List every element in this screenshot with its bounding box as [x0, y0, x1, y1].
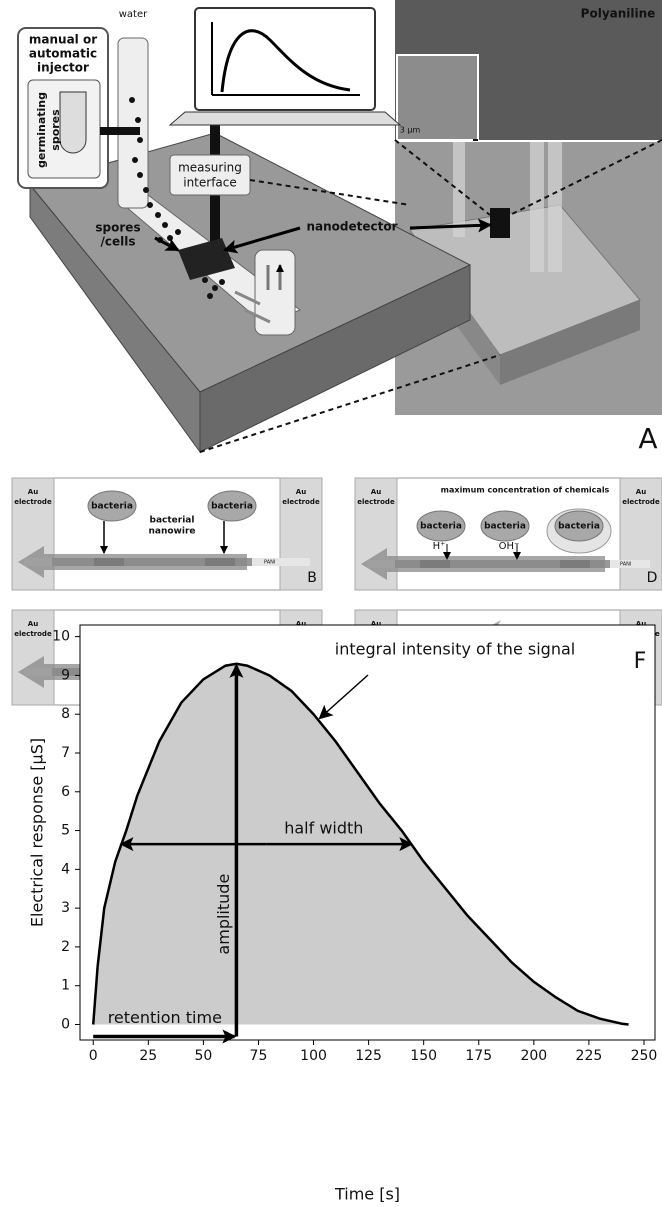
photo-detector — [490, 208, 510, 238]
annotation: retention time — [108, 1008, 222, 1027]
photo-tube — [530, 142, 544, 272]
annotation: amplitude — [214, 874, 233, 955]
y-axis-label: Electrical response [µS] — [28, 738, 47, 927]
y-tick-label: 8 — [61, 706, 70, 722]
photo-tube — [453, 142, 465, 237]
water-label: water — [119, 9, 148, 20]
nanowire-label: bacterial — [150, 516, 195, 526]
x-tick-label: 0 — [89, 1048, 98, 1064]
ion-label: OH⁻ — [499, 541, 520, 552]
y-tick-label: 4 — [61, 861, 70, 877]
y-tick-label: 3 — [61, 900, 70, 916]
injector-label: injector — [37, 61, 89, 75]
electrode-label: electrode — [622, 498, 660, 506]
inlet-tube — [118, 38, 148, 208]
electrode-label: Au — [636, 488, 646, 496]
electrode-label: Au — [28, 488, 38, 496]
panel-panel_b: Au electrode Au electrode B PANI bacteria bacte… — [12, 478, 322, 590]
electrode-label: electrode — [282, 498, 320, 506]
spore-tube-label: spores — [49, 109, 62, 151]
outlet-tube — [255, 250, 295, 335]
detector-label: nanodetector — [306, 220, 397, 234]
x-tick-label: 25 — [139, 1048, 157, 1064]
y-tick-label: 2 — [61, 939, 70, 955]
annotation: half width — [284, 819, 363, 838]
x-tick-label: 75 — [250, 1048, 268, 1064]
y-tick-label: 7 — [61, 745, 70, 761]
electrode-label: electrode — [357, 498, 395, 506]
bacteria-label: bacteria — [91, 502, 133, 512]
annotation-label: maximum concentration of chemicals — [441, 486, 610, 495]
x-tick-label: 200 — [520, 1048, 547, 1064]
x-tick-label: 125 — [355, 1048, 382, 1064]
spore-tube — [60, 92, 86, 153]
panel-panel_d: Au electrode Au electrode D PANI maximum conce… — [355, 478, 662, 590]
connector — [100, 127, 140, 135]
x-tick-label: 225 — [576, 1048, 603, 1064]
panel-label: B — [307, 570, 317, 586]
y-tick-label: 1 — [61, 978, 70, 994]
x-tick-label: 250 — [631, 1048, 658, 1064]
bacteria-label: bacteria — [211, 502, 253, 512]
electrode-label: Au — [28, 620, 38, 628]
panel-label: F — [634, 649, 647, 674]
y-tick-label: 5 — [61, 823, 70, 839]
figure: manual orautomaticinjector water germinati… — [0, 0, 662, 1207]
x-tick-label: 175 — [465, 1048, 492, 1064]
photo-tube — [548, 142, 562, 272]
micrograph-label: Polyaniline — [581, 7, 656, 21]
interface-label: measuring — [178, 161, 242, 175]
bacteria-label: bacteria — [484, 522, 526, 532]
y-tick-label: 9 — [61, 667, 70, 683]
x-tick-label: 50 — [194, 1048, 212, 1064]
y-tick-label: 10 — [52, 629, 70, 645]
electrode-label: Au — [296, 488, 306, 496]
nanowire-label: nanowire — [148, 527, 195, 537]
y-tick-label: 0 — [61, 1016, 70, 1032]
panel-label: D — [647, 570, 658, 586]
electrode-label: Au — [371, 488, 381, 496]
polymer-label: PANI — [620, 562, 631, 568]
injector-label: automatic — [29, 47, 97, 61]
ion-label: H⁺ — [433, 541, 446, 552]
x-tick-label: 100 — [300, 1048, 327, 1064]
bacteria-label: bacteria — [558, 522, 600, 532]
electrode-label: electrode — [14, 498, 52, 506]
electrode-label: electrode — [14, 630, 52, 638]
x-axis-label: Time [s] — [334, 1185, 400, 1204]
spore-tube-label: germinating — [35, 92, 48, 168]
polymer-label: PANI — [264, 560, 275, 566]
panel-label: A — [638, 422, 657, 455]
cells-label: spores — [95, 221, 140, 235]
interface-label: interface — [183, 176, 237, 190]
laptop-base — [170, 112, 400, 125]
annotation: integral intensity of the signal — [335, 640, 575, 659]
injector-label: manual or — [29, 33, 97, 47]
scale-bar-label: 3 µm — [400, 126, 421, 135]
y-tick-label: 6 — [61, 784, 70, 800]
x-tick-label: 150 — [410, 1048, 437, 1064]
cells-label: /cells — [100, 235, 135, 249]
bacteria-label: bacteria — [420, 522, 462, 532]
